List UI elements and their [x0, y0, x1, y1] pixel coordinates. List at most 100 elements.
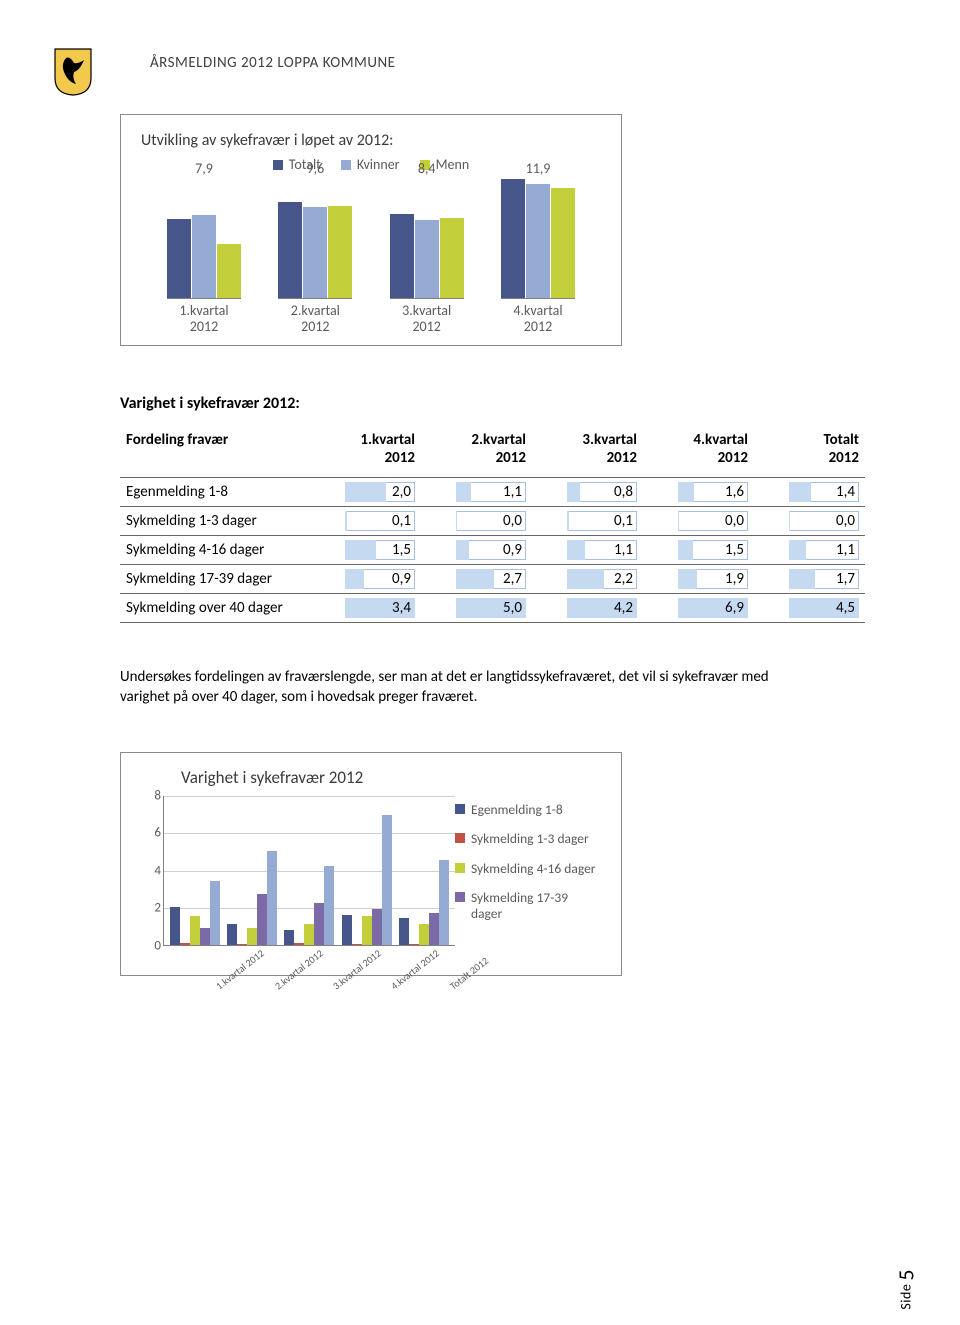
- bar: [167, 219, 191, 298]
- table-cell: 0,1: [532, 507, 643, 536]
- table-cell: 0,9: [421, 536, 532, 565]
- bar-cluster: 11,94.kvartal2012: [493, 160, 583, 335]
- bar: [294, 943, 304, 945]
- bar-group: [501, 179, 575, 299]
- table-cell: 1,6: [643, 478, 754, 507]
- crest-icon: [54, 48, 92, 96]
- bar-cluster: [284, 866, 334, 945]
- table-cell: 0,0: [754, 507, 865, 536]
- bar: [501, 179, 525, 298]
- bar-category-label: 2.kvartal2012: [291, 303, 340, 335]
- table-header: 2.kvartal2012: [421, 427, 532, 478]
- bar-value-label: 11,9: [526, 160, 551, 177]
- y-tick-label: 8: [154, 788, 161, 803]
- table-row: Sykmelding 1-3 dager0,10,00,10,00,0: [120, 507, 865, 536]
- bar-cluster: [399, 860, 449, 944]
- bar: [399, 918, 409, 944]
- bar: [409, 944, 419, 945]
- bar-value-label: 8,4: [418, 160, 436, 177]
- table-cell: 0,0: [643, 507, 754, 536]
- chart2-plot-area: [163, 796, 455, 946]
- bar: [304, 924, 314, 945]
- table-cell: 2,7: [421, 565, 532, 594]
- bar: [551, 188, 575, 298]
- bar-group: [278, 179, 352, 299]
- page-side-label: Side: [898, 1284, 915, 1310]
- table-cell: 1,7: [754, 565, 865, 594]
- bar: [439, 860, 449, 944]
- row-label: Sykmelding 1-3 dager: [120, 507, 310, 536]
- bar: [190, 916, 200, 944]
- bar: [237, 944, 247, 945]
- bar: [217, 244, 241, 298]
- legend-swatch: [455, 804, 465, 814]
- legend-swatch: [455, 892, 465, 902]
- table-header: 1.kvartal2012: [310, 427, 421, 478]
- chart2-x-labels: 1.kvartal 20122.kvartal 20123.kvartal 20…: [163, 950, 455, 963]
- page-number: Side 5: [893, 1269, 920, 1310]
- bar: [324, 866, 334, 945]
- x-tick-label: 1.kvartal 2012: [213, 976, 229, 992]
- chart-varighet-sykefravaer: Varighet i sykefravær 2012 02468 1.kvart…: [120, 752, 622, 976]
- table-cell: 1,1: [421, 478, 532, 507]
- bar: [382, 815, 392, 944]
- table-cell: 6,9: [643, 594, 754, 623]
- table-header: Totalt2012: [754, 427, 865, 478]
- legend-label: Sykmelding 4-16 dager: [471, 861, 596, 877]
- table-cell: 4,2: [532, 594, 643, 623]
- bar: [415, 220, 439, 298]
- bar: [342, 915, 352, 945]
- table-cell: 2,2: [532, 565, 643, 594]
- table-header: Fordeling fravær: [120, 427, 310, 478]
- chart2-clusters: [164, 796, 455, 945]
- legend-item: Egenmelding 1-8: [455, 802, 601, 818]
- bar: [429, 913, 439, 945]
- bar: [247, 928, 257, 945]
- bar: [180, 943, 190, 945]
- bar-group: [167, 179, 241, 299]
- x-tick-label: 3.kvartal 2012: [330, 976, 346, 992]
- table-cell: 0,0: [421, 507, 532, 536]
- table-cell: 3,4: [310, 594, 421, 623]
- bar: [284, 930, 294, 945]
- x-tick-label: 4.kvartal 2012: [388, 976, 404, 992]
- bar: [526, 184, 550, 298]
- y-tick-label: 2: [154, 901, 161, 916]
- row-label: Sykmelding 17-39 dager: [120, 565, 310, 594]
- table-row: Sykmelding 17-39 dager0,92,72,21,91,7: [120, 565, 865, 594]
- table-cell: 1,5: [643, 536, 754, 565]
- bar: [303, 207, 327, 298]
- chart1-plot-area: 7,91.kvartal20129,62.kvartal20128,43.kva…: [141, 175, 601, 335]
- table-heading: Varighet i sykefravær 2012:: [120, 394, 865, 413]
- legend-swatch: [455, 833, 465, 843]
- body-paragraph: Undersøkes fordelingen av fraværslengde,…: [120, 667, 800, 708]
- bar-cluster: 9,62.kvartal2012: [270, 160, 360, 335]
- legend-label: Egenmelding 1-8: [471, 802, 563, 818]
- chart2-legend: Egenmelding 1-8 Sykmelding 1-3 dager Sykme…: [455, 796, 601, 963]
- table-cell: 1,9: [643, 565, 754, 594]
- bar: [362, 916, 372, 944]
- page-side-num: 5: [893, 1269, 920, 1281]
- bar: [170, 907, 180, 945]
- bar-cluster: 8,4 3.kvartal2012: [382, 160, 472, 335]
- legend-label: Sykmelding 17-39 dager: [471, 890, 601, 921]
- bar: [419, 924, 429, 945]
- table-cell: 5,0: [421, 594, 532, 623]
- bar-cluster: [227, 851, 277, 945]
- bar: [200, 928, 210, 945]
- legend-item: Sykmelding 1-3 dager: [455, 831, 601, 847]
- bar-value-label: 7,9: [195, 160, 213, 177]
- bar-category-label: 3.kvartal2012: [402, 303, 451, 335]
- x-tick-label: Totalt 2012: [447, 976, 463, 992]
- table-cell: 4,5: [754, 594, 865, 623]
- table-cell: 2,0: [310, 478, 421, 507]
- table-cell: 0,8: [532, 478, 643, 507]
- page-header: ÅRSMELDING 2012 LOPPA KOMMUNE: [150, 54, 395, 72]
- chart2-y-axis: 02468: [141, 796, 163, 935]
- table-cell: 1,4: [754, 478, 865, 507]
- row-label: Egenmelding 1-8: [120, 478, 310, 507]
- bar: [257, 894, 267, 945]
- y-tick-label: 0: [154, 938, 161, 953]
- chart-utvikling-sykefravaer: Utvikling av sykefravær i løpet av 2012:…: [120, 114, 622, 346]
- table-cell: 0,9: [310, 565, 421, 594]
